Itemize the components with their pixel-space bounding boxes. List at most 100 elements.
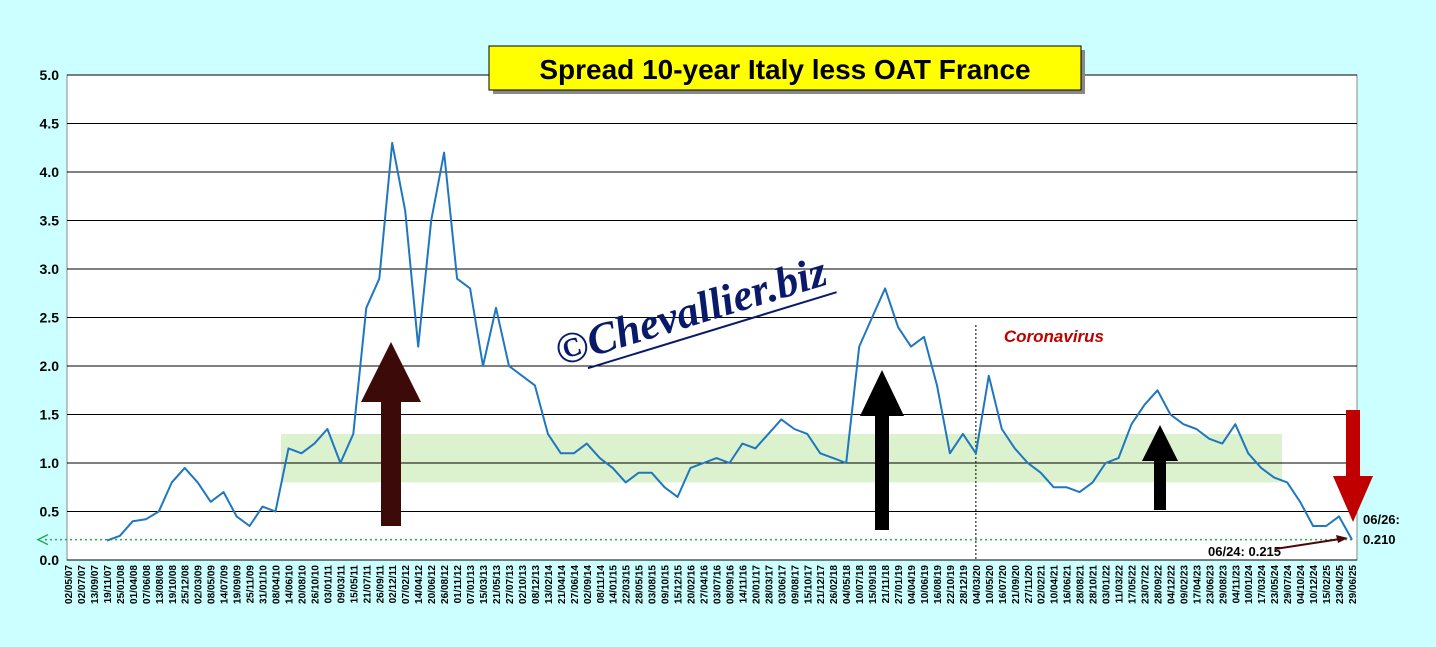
y-tick-label: 2.0 bbox=[40, 358, 60, 374]
x-tick-label: 28/05/15 bbox=[635, 565, 646, 604]
x-tick-label: 20/02/16 bbox=[687, 565, 698, 604]
x-tick-label: 08/12/13 bbox=[531, 565, 542, 604]
x-tick-label: 28/10/21 bbox=[1089, 565, 1100, 604]
x-tick-label: 02/09/14 bbox=[583, 565, 594, 604]
x-tick-label: 03/01/11 bbox=[323, 565, 334, 604]
x-tick-label: 23/05/24 bbox=[1270, 565, 1281, 604]
x-tick-label: 01/04/08 bbox=[129, 565, 140, 604]
x-tick-label: 20/06/12 bbox=[427, 565, 438, 604]
x-tick-label: 29/06/25 bbox=[1348, 565, 1359, 604]
x-tick-label: 01/11/12 bbox=[453, 565, 464, 604]
y-tick-label: 2.5 bbox=[40, 310, 60, 326]
x-tick-label: 28/12/19 bbox=[959, 565, 970, 604]
x-tick-label: 20/08/10 bbox=[297, 565, 308, 604]
x-tick-label: 13/02/14 bbox=[544, 565, 555, 604]
y-tick-label: 0.5 bbox=[40, 504, 60, 520]
x-tick-label: 07/06/08 bbox=[142, 565, 153, 604]
y-tick-label: 5.0 bbox=[40, 67, 60, 83]
x-tick-label: 14/01/15 bbox=[609, 565, 620, 604]
annotation: 06/24: 0.215 bbox=[1208, 544, 1281, 559]
x-tick-label: 21/04/14 bbox=[557, 565, 568, 604]
x-tick-label: 17/05/22 bbox=[1128, 565, 1139, 604]
x-tick-label: 04/10/24 bbox=[1296, 565, 1307, 604]
x-tick-label: 09/03/11 bbox=[336, 565, 347, 604]
arrow bbox=[860, 370, 904, 530]
x-tick-label: 03/08/15 bbox=[648, 565, 659, 604]
x-tick-label: 25/12/08 bbox=[181, 565, 192, 604]
x-tick-label: 02/07/07 bbox=[77, 565, 88, 604]
x-tick-label: 04/05/18 bbox=[842, 565, 853, 604]
x-tick-label: 26/10/10 bbox=[310, 565, 321, 604]
x-tick-label: 27/06/14 bbox=[570, 565, 581, 604]
x-tick-label: 15/02/25 bbox=[1322, 565, 1333, 604]
x-tick-label: 25/01/08 bbox=[116, 565, 127, 604]
x-tick-label: 17/03/24 bbox=[1257, 565, 1268, 604]
annotation: 06/26: bbox=[1363, 512, 1400, 527]
x-tick-label: 09/02/23 bbox=[1179, 565, 1190, 604]
x-tick-label: 02/03/09 bbox=[194, 565, 205, 604]
x-tick-label: 13/08/08 bbox=[155, 565, 166, 604]
x-tick-label: 14/04/12 bbox=[414, 565, 425, 604]
x-tick-label: 03/07/16 bbox=[712, 565, 723, 604]
x-tick-label: 10/04/21 bbox=[1050, 565, 1061, 604]
annotation-arrow bbox=[1274, 538, 1341, 550]
x-tick-label: 03/06/17 bbox=[777, 565, 788, 604]
x-tick-label: 17/04/23 bbox=[1192, 565, 1203, 604]
y-tick-label: 4.0 bbox=[40, 164, 60, 180]
x-tick-label: 22/10/19 bbox=[946, 565, 957, 604]
x-tick-label: 19/10/08 bbox=[168, 565, 179, 604]
x-tick-label: 23/07/22 bbox=[1140, 565, 1151, 604]
series-line bbox=[106, 141, 1353, 542]
x-tick-label: 29/07/24 bbox=[1283, 565, 1294, 604]
x-tick-label: 25/11/09 bbox=[246, 565, 257, 604]
x-tick-label: 21/05/13 bbox=[492, 565, 503, 604]
arrow bbox=[361, 342, 421, 526]
x-tick-label: 03/01/22 bbox=[1102, 565, 1113, 604]
x-tick-label: 27/07/13 bbox=[505, 565, 516, 604]
x-tick-label: 29/08/23 bbox=[1218, 565, 1229, 604]
annotation-arrowhead bbox=[1336, 535, 1348, 543]
reference-arrowhead bbox=[36, 533, 49, 546]
x-tick-label: 26/08/12 bbox=[440, 565, 451, 604]
x-tick-label: 15/10/17 bbox=[803, 565, 814, 604]
x-tick-label: 15/05/11 bbox=[349, 565, 360, 604]
x-tick-label: 02/05/07 bbox=[64, 565, 75, 604]
x-tick-label: 13/09/07 bbox=[90, 565, 101, 604]
x-tick-label: 07/02/12 bbox=[401, 565, 412, 604]
x-tick-label: 26/02/18 bbox=[829, 565, 840, 604]
x-tick-label: 09/10/15 bbox=[661, 565, 672, 604]
x-tick-label: 22/03/15 bbox=[622, 565, 633, 604]
x-tick-label: 04/03/20 bbox=[972, 565, 983, 604]
y-tick-label: 3.0 bbox=[40, 261, 60, 277]
x-tick-label: 15/03/13 bbox=[479, 565, 490, 604]
y-tick-label: 1.0 bbox=[40, 455, 60, 471]
x-tick-label: 23/04/25 bbox=[1335, 565, 1346, 604]
event-label: Coronavirus bbox=[1004, 327, 1104, 346]
x-tick-label: 21/11/18 bbox=[881, 565, 892, 604]
x-tick-label: 15/12/15 bbox=[674, 565, 685, 604]
x-tick-label: 07/01/13 bbox=[466, 565, 477, 604]
watermark-underline bbox=[587, 291, 837, 370]
arrow bbox=[1333, 410, 1373, 522]
x-tick-label: 15/09/18 bbox=[868, 565, 879, 604]
x-tick-label: 11/03/22 bbox=[1115, 565, 1126, 604]
x-tick-label: 04/11/23 bbox=[1231, 565, 1242, 604]
x-tick-label: 02/02/21 bbox=[1037, 565, 1048, 604]
x-tick-label: 14/07/09 bbox=[220, 565, 231, 604]
title-box bbox=[488, 45, 1082, 91]
x-tick-label: 27/01/19 bbox=[894, 565, 905, 604]
x-tick-label: 20/01/17 bbox=[751, 565, 762, 604]
x-tick-label: 02/12/11 bbox=[388, 565, 399, 604]
x-tick-label: 21/09/20 bbox=[1011, 565, 1022, 604]
x-tick-label: 21/07/11 bbox=[362, 565, 373, 604]
x-tick-label: 14/11/16 bbox=[738, 565, 749, 604]
x-tick-label: 10/12/24 bbox=[1309, 565, 1320, 604]
x-tick-label: 09/08/17 bbox=[790, 565, 801, 604]
x-tick-label: 19/09/09 bbox=[233, 565, 244, 604]
x-tick-label: 21/12/17 bbox=[816, 565, 827, 604]
arrow bbox=[1142, 425, 1178, 510]
x-tick-label: 10/07/18 bbox=[855, 565, 866, 604]
chart-title: Spread 10-year Italy less OAT France bbox=[539, 54, 1030, 85]
